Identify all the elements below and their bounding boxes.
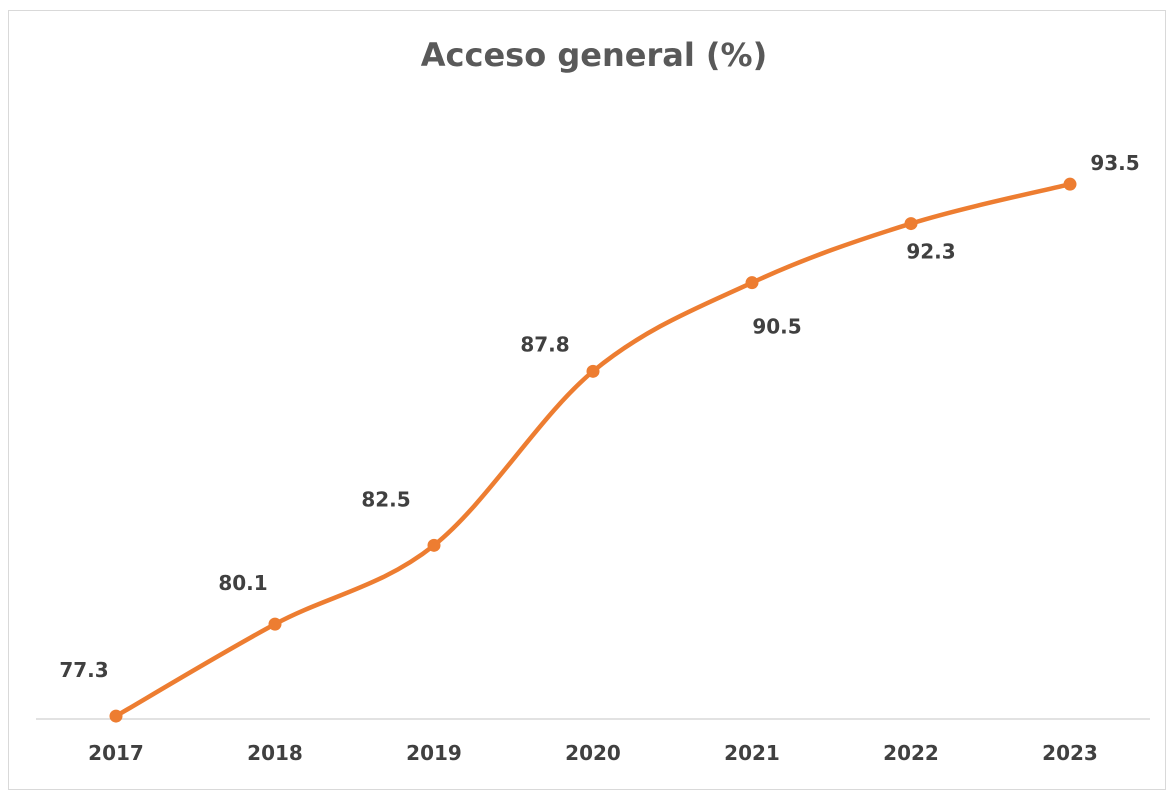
- x-tick-label-2019: 2019: [406, 741, 462, 765]
- data-point-2017: [109, 709, 123, 723]
- x-tick-label-2022: 2022: [883, 741, 939, 765]
- data-label-2021: 90.5: [752, 315, 801, 339]
- data-point-2023: [1063, 177, 1077, 191]
- data-label-2018: 80.1: [218, 571, 267, 595]
- x-tick-label-2023: 2023: [1042, 741, 1098, 765]
- x-tick-label-2018: 2018: [247, 741, 303, 765]
- data-point-2021: [745, 276, 759, 290]
- chart-area: [8, 10, 1166, 790]
- data-point-2019: [427, 538, 441, 552]
- data-label-2019: 82.5: [361, 487, 410, 511]
- data-label-2017: 77.3: [59, 658, 108, 682]
- data-point-2018: [268, 617, 282, 631]
- data-label-2022: 92.3: [906, 240, 955, 264]
- x-axis-tick-labels: 2017 2018 2019 2020 2021 2022 2023: [88, 741, 1098, 765]
- data-point-2022: [904, 217, 918, 231]
- chart-title: Acceso general (%): [420, 36, 768, 74]
- x-tick-label-2021: 2021: [724, 741, 780, 765]
- data-point-2020: [586, 364, 600, 378]
- series-line: [113, 181, 1073, 719]
- x-tick-label-2020: 2020: [565, 741, 621, 765]
- series-markers: [109, 177, 1077, 723]
- data-labels: 77.3 80.1 82.5 87.8 90.5 92.3 93.5: [59, 151, 1139, 682]
- data-label-2023: 93.5: [1090, 151, 1139, 175]
- x-tick-label-2017: 2017: [88, 741, 144, 765]
- data-label-2020: 87.8: [520, 332, 569, 356]
